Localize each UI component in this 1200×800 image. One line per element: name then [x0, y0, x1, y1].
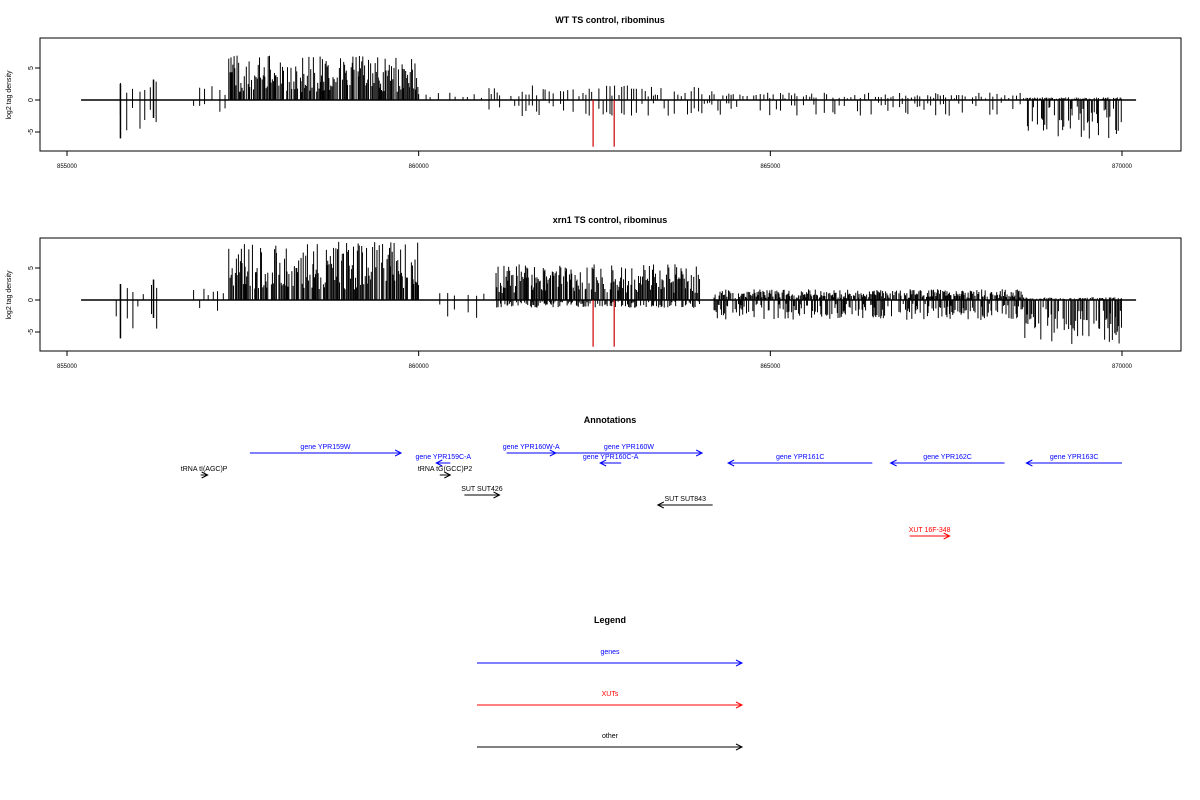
plot-frame: [39, 237, 1182, 352]
annotation-gene: gene YPR163C: [1025, 454, 1122, 467]
feature-label: tRNA tI(AGC)P: [181, 466, 228, 473]
y-tick-label: 5: [28, 266, 35, 270]
annotation-other: SUT SUT426: [461, 486, 503, 499]
feature-label: SUT SUT843: [664, 496, 706, 503]
feature-label: gene YPR159W: [300, 444, 350, 451]
feature-label: XUT 16F-348: [909, 527, 951, 534]
arrowhead-icon: [1025, 459, 1033, 467]
x-tick-label: 855000: [57, 364, 78, 370]
feature-label: gene YPR160W: [604, 444, 654, 451]
arrowhead-icon: [943, 532, 951, 540]
wt-ts-control-panel: WT TS control, ribominus log2 tag densit…: [6, 15, 1182, 170]
arrowhead-icon: [735, 701, 744, 709]
feature-label: tRNA tG(GCC)P2: [418, 466, 473, 473]
annotation-gene: gene YPR160W-A: [503, 444, 560, 457]
y-tick-label: -5: [28, 129, 35, 135]
x-axis-ticks: 855000 860000 865000 870000: [57, 351, 1133, 370]
x-axis-ticks: 855000 860000 865000 870000: [57, 151, 1133, 170]
legend-item-other: other: [477, 733, 744, 751]
xrn1-ts-control-panel: xrn1 TS control, ribominus log2 tag dens…: [6, 215, 1182, 370]
arrowhead-icon: [599, 459, 607, 467]
annotation-gene: gene YPR160W: [555, 444, 704, 457]
feature-label: gene YPR159C-A: [416, 454, 472, 461]
legend-items: genes XUTs other: [477, 649, 744, 751]
arrowhead-icon: [493, 491, 501, 499]
annotations-title: Annotations: [584, 415, 637, 425]
arrowhead-icon: [735, 659, 744, 667]
x-tick-label: 870000: [1112, 364, 1133, 370]
feature-label: gene YPR160C-A: [583, 454, 639, 461]
annotation-gene: gene YPR160C-A: [583, 454, 639, 467]
plot-frame: [39, 37, 1182, 152]
arrowhead-icon: [889, 459, 897, 467]
arrowhead-icon: [435, 459, 443, 467]
feature-label: gene YPR161C: [776, 454, 825, 461]
feature-label: gene YPR160W-A: [503, 444, 560, 451]
legend-label: other: [602, 733, 619, 740]
legend-item-xut: XUTs: [477, 691, 744, 709]
arrowhead-icon: [727, 459, 735, 467]
legend-title: Legend: [594, 615, 626, 625]
y-tick-label: 0: [28, 298, 35, 302]
x-tick-label: 865000: [760, 364, 781, 370]
annotation-gene: gene YPR161C: [727, 454, 873, 467]
panel-title: WT TS control, ribominus: [555, 15, 665, 25]
x-tick-label: 855000: [57, 164, 78, 170]
x-tick-label: 865000: [760, 164, 781, 170]
data-bars: [81, 241, 1137, 347]
arrowhead-icon: [394, 449, 403, 457]
x-tick-label: 870000: [1112, 164, 1133, 170]
legend-label: XUTs: [602, 691, 619, 698]
y-tick-label: 0: [28, 98, 35, 102]
arrowhead-icon: [201, 471, 209, 479]
feature-label: gene YPR162C: [923, 454, 972, 461]
x-tick-label: 860000: [409, 164, 430, 170]
legend: Legend genes XUTs other: [477, 615, 744, 751]
annotation-xut: XUT 16F-348: [909, 527, 951, 540]
annotation-other: SUT SUT843: [656, 496, 713, 509]
annotation-gene: gene YPR159W: [249, 444, 403, 457]
y-axis-ticks: -5 0 5: [28, 66, 40, 135]
arrowhead-icon: [735, 743, 744, 751]
y-axis-label: log2 tag density: [6, 270, 13, 320]
arrowhead-icon: [695, 449, 704, 457]
arrowhead-icon: [444, 471, 452, 479]
y-axis-ticks: -5 0 5: [28, 266, 40, 335]
annotation-gene: gene YPR162C: [889, 454, 1005, 467]
feature-label: gene YPR163C: [1050, 454, 1099, 461]
arrowhead-icon: [656, 501, 665, 509]
panel-title: xrn1 TS control, ribominus: [553, 215, 668, 225]
annotation-other: tRNA tG(GCC)P2: [418, 466, 473, 479]
annotation-features: gene YPR159W gene YPR159C-A gene YPR160W-A…: [181, 444, 1122, 540]
feature-label: SUT SUT426: [461, 486, 503, 493]
annotation-other: tRNA tI(AGC)P: [181, 466, 228, 479]
data-bars: [81, 55, 1137, 147]
y-axis-label: log2 tag density: [6, 70, 13, 120]
annotation-gene: gene YPR159C-A: [416, 454, 472, 467]
y-tick-label: 5: [28, 66, 35, 70]
legend-item-gene: genes: [477, 649, 744, 667]
y-tick-label: -5: [28, 329, 35, 335]
x-tick-label: 860000: [409, 364, 430, 370]
legend-label: genes: [600, 649, 620, 656]
